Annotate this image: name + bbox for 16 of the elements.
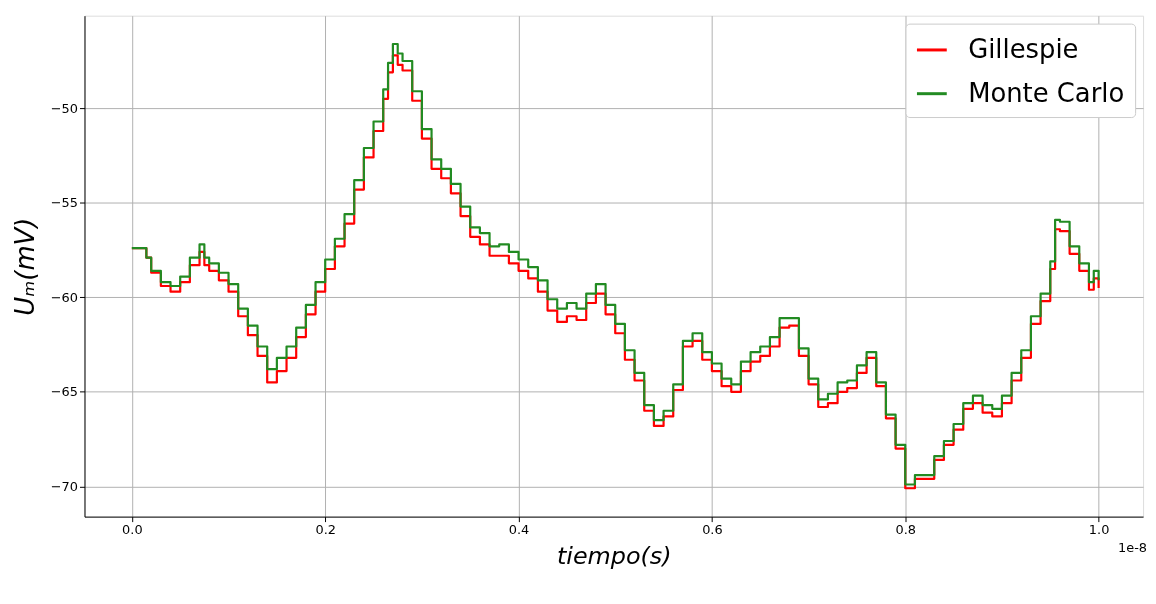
x-tick-label: 0.8 — [895, 522, 917, 538]
x-tick-label: 0.6 — [702, 522, 723, 538]
y-axis-title: Uₘ(mV) — [9, 217, 40, 316]
legend-label: Gillespie — [968, 33, 1079, 64]
x-axis-title: tiempo(s) — [556, 541, 672, 570]
x-tick-label: 1.0 — [1088, 522, 1110, 538]
x-tick-label: 0.0 — [122, 522, 143, 538]
x-tick-label: 0.2 — [315, 522, 336, 538]
y-tick-label: −65 — [50, 384, 79, 400]
legend-label: Monte Carlo — [968, 77, 1125, 108]
y-tick-label: −70 — [50, 478, 79, 494]
text: 1e-8 — [1118, 540, 1148, 556]
y-tick-label: −55 — [50, 195, 79, 211]
y-tick-label: −60 — [50, 289, 79, 305]
y-tick-label: −50 — [50, 100, 79, 116]
x-tick-label: 0.4 — [508, 522, 530, 538]
